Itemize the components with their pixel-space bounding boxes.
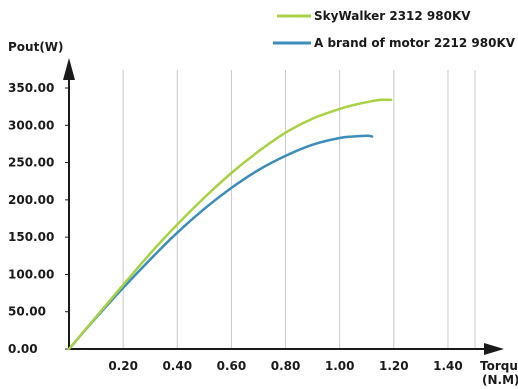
y-tick-label: 300.00 xyxy=(8,118,54,132)
y-tick-label: 250.00 xyxy=(8,156,54,170)
y-tick-label: 50.00 xyxy=(8,305,46,319)
x-tick-label: 0.80 xyxy=(271,359,301,373)
x-axis-unit: (N.M) xyxy=(482,373,518,387)
y-tick-label: 100.00 xyxy=(8,267,54,281)
legend-label-skywalker: SkyWalker 2312 980KV xyxy=(314,9,471,23)
x-tick-label: 0.40 xyxy=(162,359,192,373)
axes xyxy=(63,58,504,355)
x-tick-label: 1.20 xyxy=(379,359,409,373)
tick-labels: 0.20 0.40 0.60 0.80 1.00 1.20 1.40 0.00 50.00 100… xyxy=(8,81,463,373)
x-tick-label: 0.20 xyxy=(108,359,138,373)
y-tick-label: 0.00 xyxy=(8,342,38,356)
x-tick-label: 1.40 xyxy=(433,359,463,373)
x-tick-label: 1.00 xyxy=(325,359,355,373)
legend-label-brand-motor: A brand of motor 2212 980KV xyxy=(314,36,516,50)
y-axis-arrow xyxy=(63,58,75,80)
y-tick-label: 200.00 xyxy=(8,193,54,207)
legend: SkyWalker 2312 980KV A brand of motor 22… xyxy=(273,9,516,50)
y-tick-label: 350.00 xyxy=(8,81,54,95)
series-line-brand-motor xyxy=(67,134,374,351)
x-axis-arrow xyxy=(484,343,504,355)
y-axis-title: Pout(W) xyxy=(8,40,64,54)
x-tick-label: 0.60 xyxy=(217,359,247,373)
series-lines xyxy=(67,98,393,351)
series-line-skywalker xyxy=(67,98,393,351)
y-tick-label: 150.00 xyxy=(8,230,54,244)
x-axis-title: Torque xyxy=(480,359,518,373)
grid-lines xyxy=(122,70,476,349)
